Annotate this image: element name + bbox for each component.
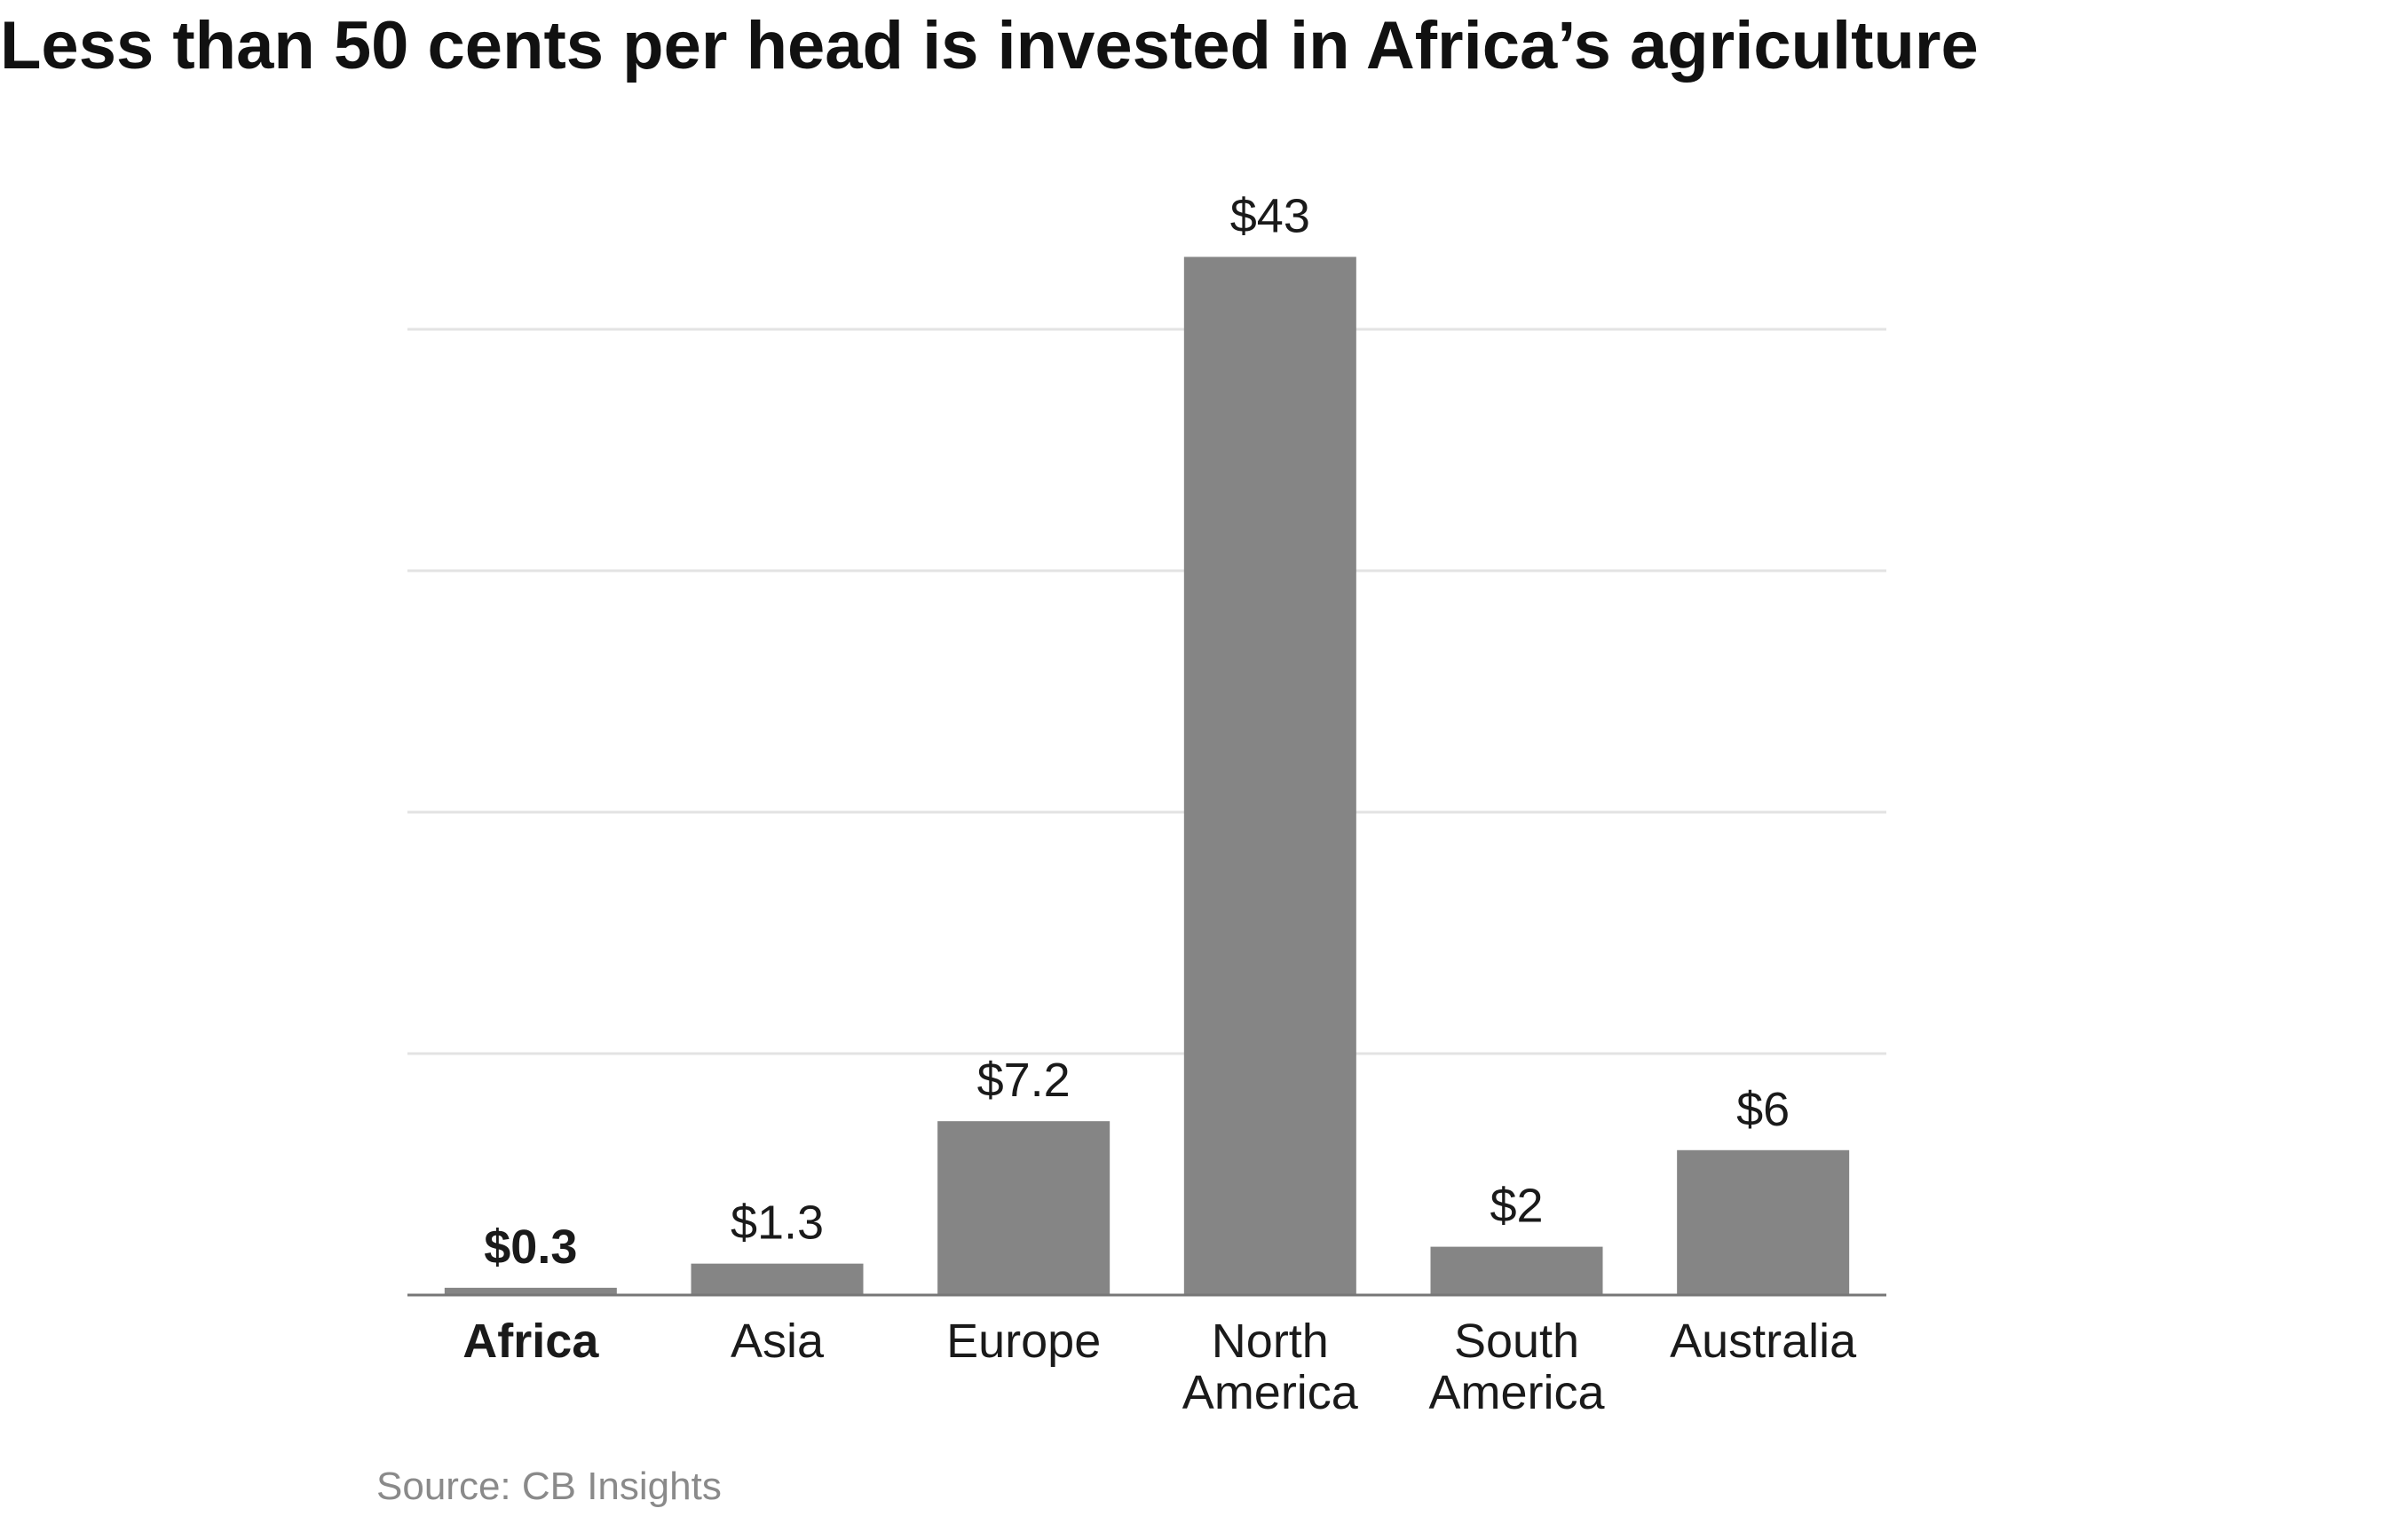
bar-asia <box>691 1263 864 1295</box>
chart-title: Less than 50 cents per head is invested … <box>0 8 1979 83</box>
category-label: Africa <box>462 1315 599 1368</box>
bar-south-america <box>1430 1246 1603 1295</box>
category-labels: Africa Asia Europe North America South America… <box>462 1315 1857 1419</box>
category-label: South America <box>1428 1315 1605 1419</box>
value-label: $6 <box>1736 1083 1790 1136</box>
source-note: Source: CB Insights <box>376 1465 722 1508</box>
gridlines <box>407 328 1886 1055</box>
category-label: North America <box>1182 1315 1359 1419</box>
value-label: $43 <box>1230 189 1310 242</box>
value-label: $0.3 <box>484 1220 577 1274</box>
category-label: Europe <box>946 1315 1101 1368</box>
category-label: Asia <box>731 1315 825 1368</box>
value-label: $7.2 <box>977 1054 1071 1107</box>
bar-australia <box>1677 1149 1850 1295</box>
value-label: $2 <box>1490 1180 1543 1233</box>
bars <box>444 257 1850 1295</box>
category-label: Australia <box>1670 1315 1857 1368</box>
value-labels: $0.3 $1.3 $7.2 $43 $2 $6 <box>484 189 1790 1273</box>
value-label: $1.3 <box>731 1196 824 1250</box>
bar-north-america <box>1183 257 1356 1295</box>
bar-africa <box>444 1287 617 1295</box>
bar-europe <box>937 1121 1111 1295</box>
